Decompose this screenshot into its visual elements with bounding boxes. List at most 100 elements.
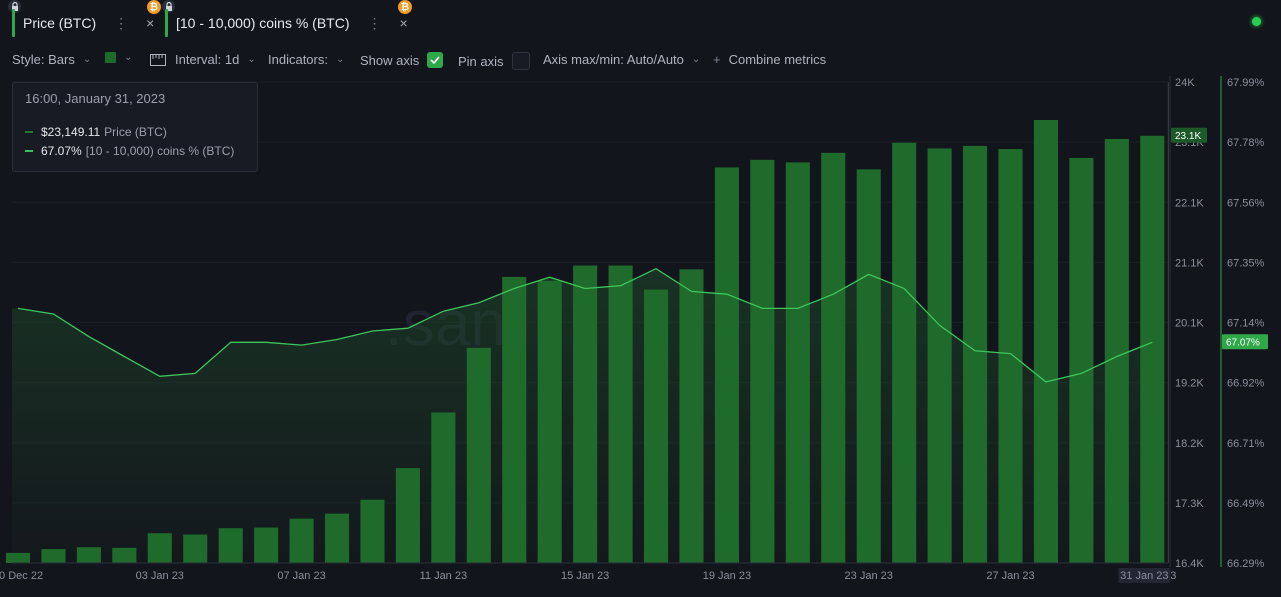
price-bar (254, 527, 279, 563)
tab-label: [10 - 10,000) coins % (BTC) (176, 15, 350, 31)
percent-tick-label: 66.71% (1227, 438, 1265, 450)
legend-swatch (25, 131, 33, 133)
price-bar (643, 289, 669, 563)
bitcoin-icon: ₿ (147, 0, 161, 14)
checkbox-unchecked[interactable] (511, 52, 530, 70)
live-status-dot (1252, 17, 1261, 26)
tooltip-row-coins: 67.07% [10 - 10,000) coins % (BTC) (25, 144, 234, 158)
price-bar (431, 412, 456, 563)
indicators-dropdown[interactable]: Indicators: ⌄ (268, 52, 344, 67)
date-badge (1118, 568, 1171, 583)
price-bar (714, 167, 739, 563)
tab-label: Price (BTC) (23, 15, 97, 31)
check-icon (430, 56, 440, 64)
percent-tick-label: 67.56% (1227, 197, 1265, 209)
price-tick-label: 17.3K (1175, 498, 1204, 510)
price-bar (466, 347, 491, 563)
price-bar (218, 528, 243, 563)
price-badge-label: 23.1K (1175, 131, 1201, 142)
price-bar (76, 547, 101, 563)
tab-accent (12, 9, 15, 37)
date-badge-label: 31 Jan 23 (1120, 570, 1168, 582)
percent-badge-label: 67.07% (1226, 337, 1260, 348)
tooltip-value: 67.07% (41, 144, 82, 158)
percent-tick-label: 67.35% (1227, 257, 1265, 269)
price-bar (1069, 157, 1094, 563)
close-icon[interactable]: × (146, 15, 155, 31)
color-swatch (105, 52, 116, 63)
tooltip-series-name: Price (BTC) (104, 125, 167, 139)
style-label: Style: Bars (12, 52, 75, 67)
combine-metrics-button[interactable]: + Combine metrics (713, 52, 826, 67)
indicators-label: Indicators: (268, 52, 328, 67)
tooltip-date: 16:00, January 31, 2023 (25, 91, 166, 106)
tab-menu-icon[interactable]: ⋮ (367, 14, 382, 31)
percent-tick-label: 66.29% (1227, 558, 1265, 570)
date-tick-label: 15 Jan 23 (561, 570, 609, 582)
chart-toolbar: Style: Bars ⌄ ⌄ Interval: 1d ⌄ Indicator… (0, 48, 1281, 72)
bar-series (5, 119, 1165, 564)
color-picker[interactable]: ⌄ (105, 52, 132, 63)
plus-icon: + (713, 52, 721, 67)
pin-axis-toggle[interactable]: Pin axis (458, 52, 530, 70)
legend-swatch (25, 150, 33, 152)
price-bar (502, 276, 527, 563)
price-bar (537, 280, 562, 563)
tab-accent (165, 9, 168, 37)
date-tick-label: 30 Dec 22 (0, 570, 43, 582)
interval-label: Interval: 1d (175, 52, 240, 67)
price-tick-label: 24K (1175, 77, 1195, 89)
price-axis: 16.4K 17.3K 18.2K 19.2K 20.1K 21.1K 22.1K 23.1K… (1169, 76, 1204, 570)
date-tick-label: 03 Jan 23 (136, 570, 184, 582)
combine-metrics-label: Combine metrics (728, 52, 827, 67)
price-bar (5, 552, 31, 563)
price-badge (1171, 127, 1207, 143)
chevron-down-icon: ⌄ (247, 54, 256, 65)
price-bar (573, 265, 598, 563)
coins-percent-line (17, 267, 1153, 383)
price-bar (41, 549, 66, 563)
price-bar (750, 159, 775, 563)
date-tick-label: 19 Jan 23 (703, 570, 751, 582)
style-dropdown[interactable]: Style: Bars ⌄ (12, 52, 91, 67)
price-tick-label: 21.1K (1175, 257, 1204, 269)
interval-dropdown[interactable]: Interval: 1d ⌄ (150, 52, 256, 67)
price-tick-label: 19.2K (1175, 378, 1204, 390)
pin-axis-label: Pin axis (458, 53, 504, 69)
ruler-icon (150, 53, 166, 66)
tooltip-series-name: [10 - 10,000) coins % (BTC) (85, 144, 235, 158)
date-axis: 30 Dec 22 03 Jan 23 07 Jan 23 11 Jan 23 15 J… (0, 562, 1176, 582)
checkbox-checked[interactable] (427, 52, 444, 68)
price-bar (395, 468, 420, 563)
price-bar (360, 499, 385, 563)
axis-maxmin-dropdown[interactable]: Axis max/min: Auto/Auto ⌄ (543, 52, 700, 67)
price-bar (1033, 119, 1058, 563)
close-icon[interactable]: × (399, 15, 408, 31)
price-bar (324, 513, 350, 563)
price-bar (856, 169, 881, 563)
price-bar (1140, 135, 1165, 563)
price-bar (892, 142, 917, 564)
price-bar (1104, 138, 1129, 564)
price-bar (608, 265, 633, 563)
price-bar (679, 269, 704, 563)
axis-badges: 23.1K 67.07% 31 Jan 23 (1118, 127, 1268, 583)
price-tick-label: 22.1K (1175, 197, 1204, 209)
percent-tick-label: 67.99% (1227, 77, 1265, 89)
chevron-down-icon: ⌄ (691, 54, 701, 65)
tooltip-row-price: $23,149.11 Price (BTC) (25, 125, 167, 139)
bitcoin-icon: ₿ (398, 0, 412, 14)
price-bar (289, 518, 314, 563)
tab-coins-percent[interactable]: [10 - 10,000) coins % (BTC) ⋮ × (165, 6, 408, 40)
date-tick-label: 27 Jan 23 (986, 570, 1034, 582)
tab-menu-icon[interactable]: ⋮ (114, 14, 129, 31)
metric-tabs: ₿ Price (BTC) ⋮ × ₿ [10 - 10,000) coins … (0, 0, 1281, 44)
price-tick-label: 18.2K (1175, 438, 1204, 450)
price-tick-label: 20.1K (1175, 318, 1204, 330)
chevron-down-icon: ⌄ (124, 52, 133, 63)
price-bar (821, 152, 846, 563)
show-axis-toggle[interactable]: Show axis (360, 52, 444, 68)
tab-price-btc[interactable]: Price (BTC) ⋮ × (12, 6, 154, 40)
price-bar (785, 162, 810, 563)
